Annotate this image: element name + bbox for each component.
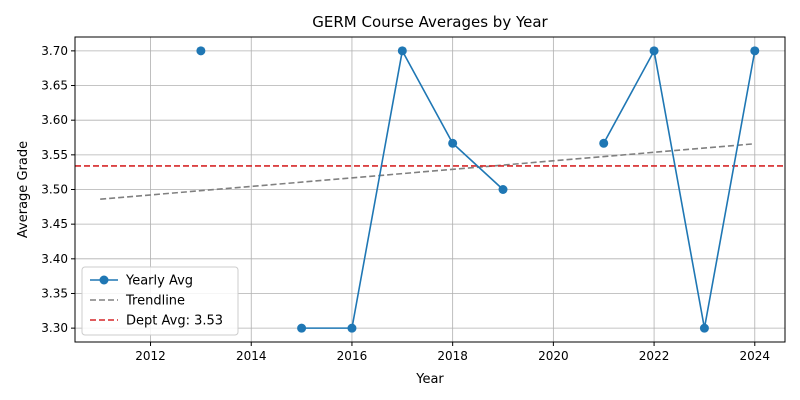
y-tick-label: 3.45 — [41, 217, 68, 231]
x-tick-label: 2014 — [236, 349, 267, 363]
ticks: 2012 2014 2016 2018 2020 2022 2024 3.30 3.35 3.40… — [41, 44, 770, 363]
y-tick-label: 3.50 — [41, 183, 68, 197]
series-layer — [75, 46, 785, 333]
x-tick-label: 2012 — [135, 349, 166, 363]
yearly-avg-point — [649, 46, 659, 56]
x-tick-label: 2022 — [639, 349, 670, 363]
yearly-avg-point — [699, 323, 709, 333]
yearly-avg-point — [196, 46, 206, 56]
x-tick-label: 2016 — [337, 349, 368, 363]
trendline — [100, 142, 755, 201]
legend-item-trendline-label: Trendline — [125, 294, 185, 309]
legend-item-yearly-avg-marker — [99, 275, 109, 285]
y-tick-label: 3.30 — [41, 321, 68, 335]
yearly-avg-point — [599, 138, 609, 148]
x-tick-label: 2018 — [437, 349, 468, 363]
yearly-avg-point — [448, 138, 458, 148]
yearly-avg-point — [750, 46, 760, 56]
yearly-avg-point — [498, 185, 508, 194]
x-tick-label: 2024 — [740, 349, 771, 363]
legend-box — [81, 266, 239, 336]
y-tick-label: 3.65 — [41, 79, 68, 93]
y-tick-label: 3.40 — [41, 252, 68, 266]
chart-title: GERM Course Averages by Year — [312, 13, 548, 31]
y-tick-label: 3.70 — [41, 44, 68, 58]
y-axis-title: Average Grade — [16, 141, 31, 238]
y-tick-label: 3.60 — [41, 113, 68, 127]
x-tick-label: 2020 — [538, 349, 569, 363]
yearly-avg-point — [397, 46, 407, 56]
y-tick-label: 3.55 — [41, 148, 68, 162]
legend-item-yearly-avg-label: Yearly Avg — [125, 274, 193, 289]
y-tick-label: 3.35 — [41, 286, 68, 300]
yearly-avg-point — [347, 323, 357, 333]
yearly-avg-line — [603, 48, 756, 329]
x-axis-title: Year — [415, 372, 444, 387]
legend: Yearly Avg Trendline Dept Avg: 3.53 — [81, 266, 239, 336]
legend-item-dept-avg-label: Dept Avg: 3.53 — [126, 314, 223, 329]
yearly-avg-point — [297, 323, 307, 333]
